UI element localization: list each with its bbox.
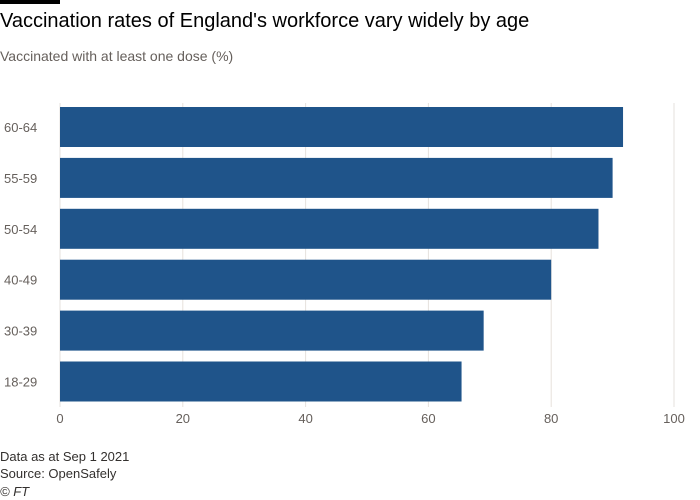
x-tick-label: 80 bbox=[544, 411, 558, 426]
chart-title: Vaccination rates of England's workforce… bbox=[0, 10, 530, 32]
x-tick-label: 100 bbox=[663, 411, 685, 426]
y-category-label: 50-54 bbox=[4, 222, 37, 237]
bar-chart: 0 20 40 60 80 100 60-64 55-59 50-54 40-49 30-39 18-… bbox=[4, 103, 685, 426]
bar-30-39 bbox=[60, 310, 484, 351]
x-tick-label: 60 bbox=[421, 411, 435, 426]
bar-40-49 bbox=[60, 259, 552, 300]
chart-subtitle: Vaccinated with at least one dose (%) bbox=[0, 48, 234, 64]
ft-top-accent-bar bbox=[0, 0, 60, 4]
bar-50-54 bbox=[60, 208, 599, 249]
ft-credit: © FT bbox=[0, 484, 30, 499]
data-date-note: Data as at Sep 1 2021 bbox=[0, 449, 130, 464]
y-category-label: 18-29 bbox=[4, 375, 37, 390]
y-category-label: 60-64 bbox=[4, 120, 37, 135]
bar-55-59 bbox=[60, 157, 613, 198]
bar-60-64 bbox=[60, 107, 624, 147]
x-tick-label: 0 bbox=[56, 411, 63, 426]
y-category-label: 40-49 bbox=[4, 273, 37, 288]
x-tick-label: 40 bbox=[298, 411, 312, 426]
source-note: Source: OpenSafely bbox=[0, 466, 117, 481]
x-tick-label: 20 bbox=[176, 411, 190, 426]
y-category-label: 30-39 bbox=[4, 324, 37, 339]
bar-18-29 bbox=[60, 361, 462, 402]
y-category-label: 55-59 bbox=[4, 171, 37, 186]
